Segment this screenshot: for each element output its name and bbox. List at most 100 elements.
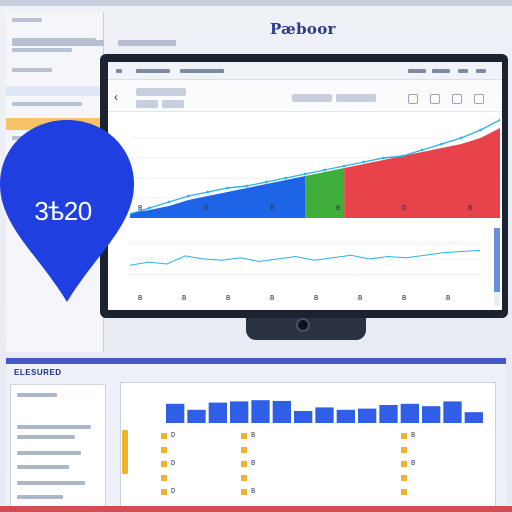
- bar: [315, 407, 334, 423]
- status-dot: [401, 447, 407, 453]
- tick-label: B: [182, 294, 187, 302]
- window-buttons-icon[interactable]: [458, 69, 468, 73]
- header-line: [118, 40, 176, 46]
- toolbar: ‹: [108, 80, 502, 112]
- series-line: [130, 119, 500, 215]
- dashboard-screen: ‹ B D B B D B B B B B B B B B: [108, 62, 502, 310]
- tick-label: B: [138, 294, 143, 302]
- bar: [358, 408, 377, 423]
- bar: [422, 406, 441, 423]
- status-dot: [161, 433, 167, 439]
- bar: [443, 401, 462, 423]
- bar: [251, 400, 270, 423]
- bar: [294, 411, 313, 423]
- bar: [272, 400, 291, 423]
- vertical-scrollbar[interactable]: [494, 228, 500, 306]
- tick-label: B: [314, 294, 319, 302]
- data-point: [148, 206, 151, 210]
- settings-icon[interactable]: [408, 94, 418, 104]
- tick-label: B: [336, 204, 341, 212]
- sidebar-item-active[interactable]: [6, 86, 104, 96]
- sidebar-row[interactable]: [12, 48, 72, 52]
- series-line: [130, 249, 480, 266]
- status-dot: [161, 461, 167, 467]
- power-button-icon[interactable]: [296, 318, 310, 332]
- data-point: [401, 154, 405, 158]
- area-chart: [130, 118, 500, 218]
- status-dot: [161, 489, 167, 495]
- bottom-strip: [0, 506, 512, 512]
- bottom-window-sidebar: [10, 384, 106, 508]
- table-row[interactable]: [161, 445, 491, 455]
- table-cell: D: [171, 431, 176, 439]
- header-line: [12, 40, 104, 46]
- data-point: [130, 212, 132, 216]
- table-cell: B: [251, 431, 256, 439]
- table-cell: B: [251, 487, 256, 495]
- status-dot: [401, 475, 407, 481]
- table-cell: D: [171, 459, 176, 467]
- sidebar-row[interactable]: [12, 68, 52, 72]
- bar: [379, 405, 398, 423]
- data-point: [323, 168, 327, 172]
- area-green: [305, 168, 345, 218]
- data-point: [420, 148, 424, 152]
- bar: [230, 401, 249, 423]
- sidebar-row[interactable]: [12, 102, 82, 106]
- drag-handle[interactable]: [122, 430, 128, 474]
- status-dot: [401, 489, 407, 495]
- data-point: [245, 184, 249, 188]
- status-dot: [401, 433, 407, 439]
- tick-label: D: [204, 204, 209, 212]
- tick-label: B: [468, 204, 473, 212]
- data-point: [167, 200, 171, 204]
- table-cell: B: [411, 431, 416, 439]
- bar: [187, 409, 206, 423]
- area-red: [344, 128, 500, 218]
- scrollbar-thumb[interactable]: [494, 228, 500, 292]
- data-point: [479, 128, 482, 132]
- data-point: [284, 176, 288, 180]
- status-dot: [401, 461, 407, 467]
- tick-label: D: [402, 204, 407, 212]
- tick-label: B: [402, 294, 407, 302]
- tick-label: B: [226, 294, 231, 302]
- data-point: [187, 194, 190, 198]
- data-point: [362, 160, 366, 164]
- data-point: [303, 172, 307, 176]
- bar: [166, 403, 185, 423]
- data-point: [459, 136, 463, 140]
- table-cell: B: [251, 459, 256, 467]
- bar: [208, 402, 227, 423]
- back-arrow-icon[interactable]: ‹: [114, 90, 118, 104]
- screen-titlebar: [108, 62, 502, 80]
- status-dot: [161, 447, 167, 453]
- data-point: [440, 142, 443, 146]
- table-cell: D: [171, 487, 176, 495]
- table-row[interactable]: [161, 473, 491, 483]
- app-title: Pæboor: [270, 20, 336, 38]
- bar-chart: [166, 400, 483, 423]
- status-dot: [241, 447, 247, 453]
- status-dot: [241, 461, 247, 467]
- sidebar-row[interactable]: [12, 18, 42, 22]
- bar: [400, 403, 419, 423]
- data-point: [264, 180, 268, 184]
- data-point: [381, 156, 385, 160]
- data-point: [342, 164, 346, 168]
- tick-label: B: [270, 204, 275, 212]
- bar: [336, 409, 355, 423]
- kpi-value: 3ѣ20: [34, 196, 92, 226]
- data-point: [498, 118, 500, 122]
- bottom-window-title: ELESURED: [14, 368, 62, 377]
- status-dot: [161, 475, 167, 481]
- kpi-badge-icon: [0, 120, 134, 302]
- tick-label: B: [446, 294, 451, 302]
